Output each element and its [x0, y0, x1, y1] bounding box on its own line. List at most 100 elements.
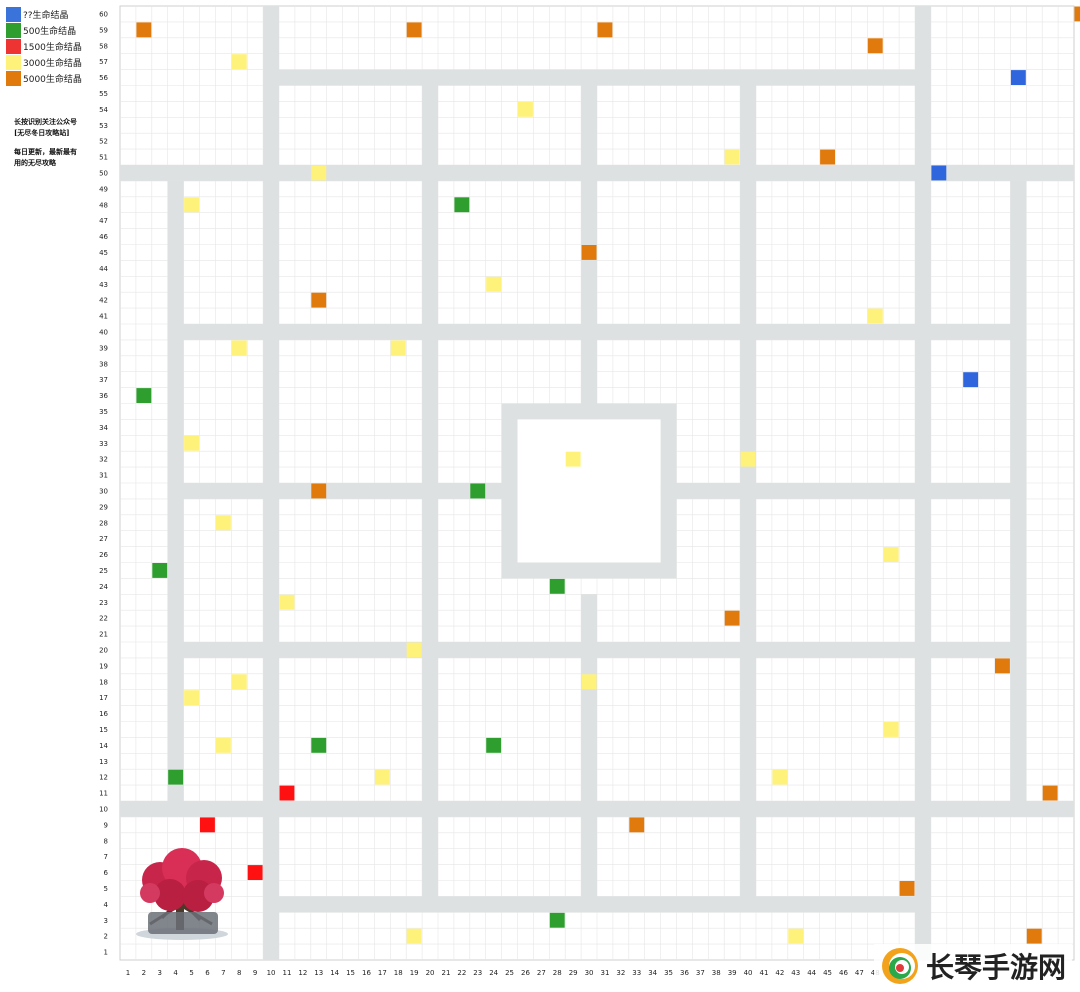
x-tick-label: 7	[221, 969, 225, 977]
y-tick-label: 9	[104, 821, 108, 829]
x-tick-label: 24	[489, 969, 498, 977]
x-tick-label: 28	[553, 969, 562, 977]
y-tick-label: 47	[99, 217, 108, 225]
crystal-cell-orange	[820, 149, 835, 165]
road-vertical	[581, 69, 597, 420]
notes-line: [无尽冬日攻略站]	[14, 128, 70, 137]
x-tick-label: 9	[253, 969, 257, 977]
crystal-cell-yellow	[486, 276, 502, 292]
crystal-cell-yellow	[406, 642, 422, 658]
legend-swatch	[6, 54, 21, 70]
y-tick-label: 6	[104, 869, 109, 877]
x-tick-label: 3	[158, 969, 162, 977]
road-horizontal	[660, 483, 1027, 499]
crystal-cell-yellow	[772, 769, 788, 785]
roads	[120, 6, 1074, 960]
y-tick-label: 43	[99, 281, 108, 289]
y-tick-label: 42	[99, 297, 108, 305]
y-tick-label: 44	[99, 265, 108, 273]
y-tick-label: 39	[99, 344, 108, 352]
y-tick-label: 26	[99, 551, 108, 559]
crystal-cell-orange	[724, 610, 740, 626]
crystal-cell-yellow	[231, 54, 247, 70]
crystal-cell-orange	[995, 658, 1010, 674]
y-tick-label: 12	[99, 774, 108, 782]
y-tick-label: 24	[99, 583, 108, 591]
x-tick-label: 30	[585, 969, 594, 977]
y-tick-label: 58	[99, 42, 108, 50]
y-tick-label: 32	[99, 456, 108, 464]
crystal-cell-green	[549, 912, 565, 928]
crystal-cell-yellow	[867, 308, 883, 324]
y-tick-label: 45	[99, 249, 108, 257]
tree-icon	[136, 848, 228, 940]
notes: 长按识别关注公众号 [无尽冬日攻略站] 每日更新，最新最有 用的无尽攻略	[14, 116, 104, 176]
x-tick-label: 44	[807, 969, 816, 977]
crystal-cell-green	[549, 578, 565, 594]
x-tick-label: 18	[394, 969, 403, 977]
road-vertical	[167, 180, 184, 801]
x-tick-label: 42	[775, 969, 784, 977]
y-tick-label: 22	[99, 615, 108, 623]
crystal-cell-yellow	[231, 674, 247, 690]
y-tick-label: 54	[99, 106, 108, 114]
road-vertical	[422, 69, 438, 913]
crystal-cell-orange	[406, 22, 422, 38]
crystal-cell-yellow	[883, 722, 899, 737]
y-tick-label: 15	[99, 726, 108, 734]
crystal-cell-yellow	[231, 340, 247, 356]
y-tick-label: 13	[99, 758, 108, 766]
x-tick-label: 41	[759, 969, 768, 977]
crystal-cell-red	[200, 817, 215, 833]
y-tick-label: 49	[99, 185, 108, 193]
x-tick-label: 29	[569, 969, 578, 977]
y-tick-label: 59	[99, 26, 108, 34]
road-vertical	[660, 403, 677, 579]
x-tick-label: 20	[426, 969, 435, 977]
notes-update: 每日更新，最新最有 用的无尽攻略	[14, 146, 104, 168]
x-tick-label: 25	[505, 969, 514, 977]
crystal-cell-orange	[629, 817, 645, 833]
x-tick-label: 32	[616, 969, 625, 977]
y-tick-label: 3	[104, 917, 108, 925]
watermark-text: 长琴手游网	[925, 951, 1066, 984]
y-tick-label: 33	[99, 440, 108, 448]
y-tick-label: 1	[104, 949, 108, 957]
legend-item-500: 500生命结晶	[6, 22, 116, 38]
legend-item-5000: 5000生命结晶	[6, 70, 116, 86]
y-tick-label: 52	[99, 138, 108, 146]
x-tick-label: 27	[537, 969, 546, 977]
y-tick-label: 20	[99, 646, 108, 654]
crystal-cell-yellow	[279, 594, 295, 610]
x-tick-label: 5	[189, 969, 193, 977]
y-tick-label: 38	[99, 360, 108, 368]
crystal-cell-yellow	[184, 435, 199, 451]
x-tick-label: 4	[173, 969, 178, 977]
crystal-cell-yellow	[215, 737, 231, 753]
y-tick-label: 14	[99, 742, 108, 750]
crystal-cell-orange	[899, 881, 915, 896]
y-tick-label: 23	[99, 599, 108, 607]
crystal-cell-yellow	[740, 451, 756, 467]
road-vertical	[740, 69, 756, 913]
y-tick-label: 41	[99, 313, 108, 321]
x-tick-label: 35	[664, 969, 673, 977]
x-tick-label: 11	[282, 969, 291, 977]
x-tick-label: 23	[473, 969, 482, 977]
y-tick-label: 4	[104, 901, 109, 909]
y-tick-label: 21	[99, 631, 108, 639]
x-tick-label: 31	[600, 969, 609, 977]
legend-swatch	[6, 22, 21, 38]
y-tick-label: 25	[99, 567, 108, 575]
legend-item-1500: 1500生命结晶	[6, 38, 116, 54]
crystal-cell-orange	[311, 483, 327, 499]
y-tick-label: 35	[99, 408, 108, 416]
y-tick-label: 17	[99, 694, 108, 702]
crystal-cell-red	[247, 865, 263, 880]
x-tick-label: 2	[142, 969, 146, 977]
road-horizontal	[501, 562, 677, 579]
x-tick-label: 12	[298, 969, 307, 977]
central-courtyard	[517, 419, 661, 563]
x-tick-label: 8	[237, 969, 241, 977]
